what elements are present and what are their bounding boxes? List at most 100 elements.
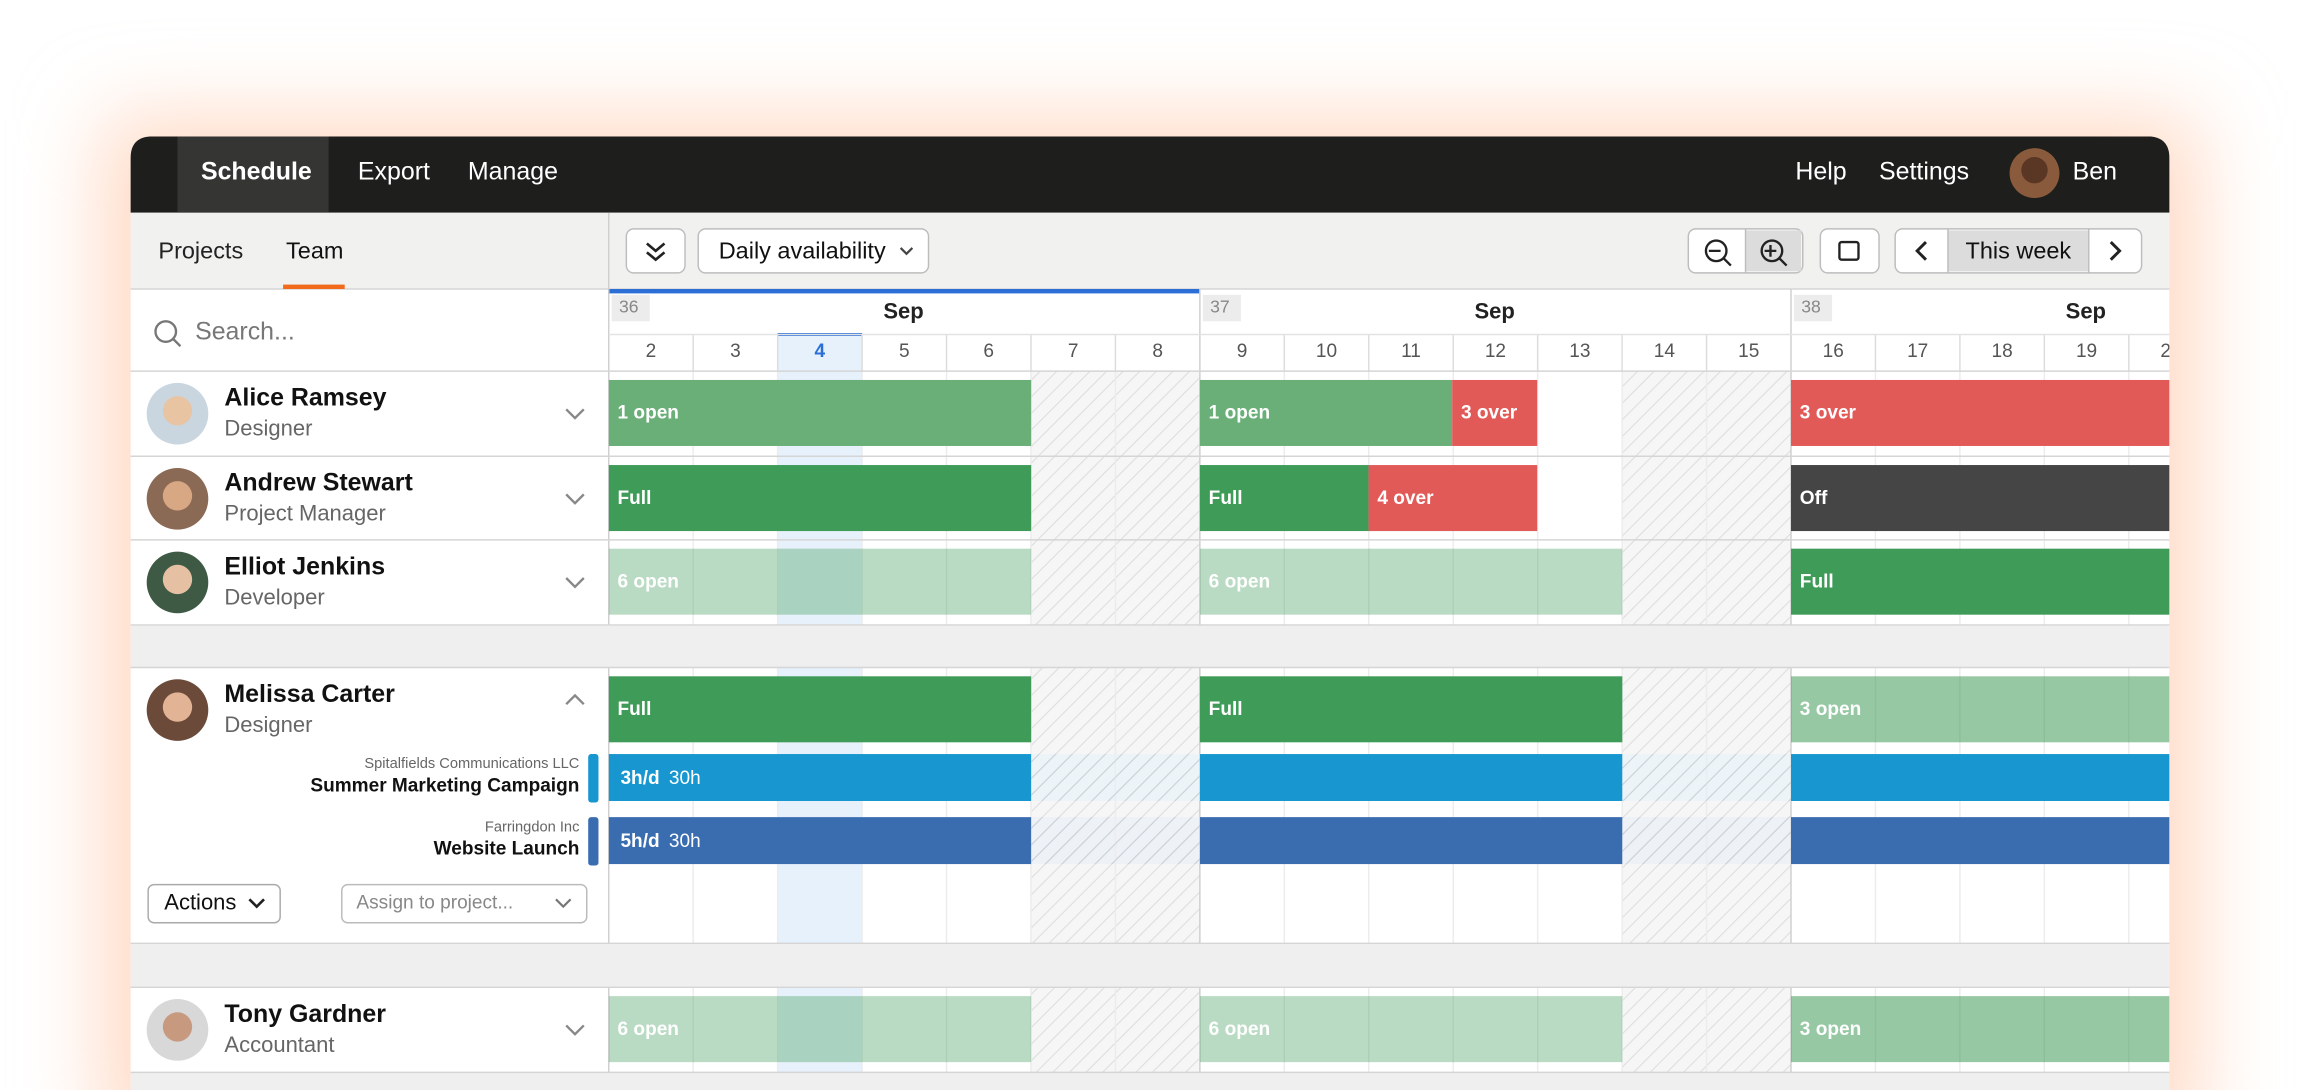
search-icon (154, 320, 178, 343)
expand-chevron[interactable] (565, 493, 585, 505)
day: 13 (1569, 341, 1590, 362)
avatar-face (162, 1012, 193, 1042)
project-name: Summer Marketing Campaign (310, 775, 579, 796)
day: 8 (1152, 341, 1163, 362)
weekend (2213, 371, 2300, 456)
bar-label: Full (618, 699, 652, 720)
person-role: Project Manager (224, 501, 385, 526)
avatar-face (162, 396, 193, 426)
project-total: 30h (669, 768, 701, 789)
zoom-icon (1764, 244, 1788, 267)
tab: Team (286, 238, 343, 264)
bar-label: 6 open (1209, 571, 1270, 592)
chevron (2109, 241, 2122, 261)
nav-item: Export (358, 158, 430, 186)
availability-bar (608, 379, 1032, 446)
row-gap (130, 1072, 2170, 1090)
expand-chevron[interactable] (565, 577, 585, 589)
project-rate: 3h/d (620, 768, 659, 789)
day: 12 (1485, 341, 1506, 362)
row-gap (130, 624, 2170, 668)
project-tab (588, 817, 599, 866)
month: Sep (883, 298, 923, 323)
assign-select[interactable] (341, 883, 588, 924)
bar-label: 3 open (1800, 699, 1861, 720)
bar-label: Full (618, 488, 652, 509)
day: 6 (983, 341, 994, 362)
project-bar (1791, 817, 2170, 865)
day: 14 (1654, 341, 1676, 362)
day: 9 (1237, 341, 1248, 362)
nav-item: Manage (468, 158, 558, 186)
availability-bar (1199, 676, 1623, 743)
weekend (2213, 987, 2300, 1072)
avatar-face (162, 481, 193, 511)
chevron (1915, 241, 1927, 261)
person-name: Elliot Jenkins (224, 552, 385, 580)
expand-chevron[interactable] (565, 1024, 585, 1036)
project-bar-weekend (1622, 817, 1792, 865)
week-badge (1793, 294, 1833, 322)
day: 7 (1068, 341, 1079, 362)
project-tab (588, 754, 599, 803)
day: 20 (2160, 341, 2181, 362)
search-icon (172, 338, 182, 348)
calendar-icon (1838, 240, 1860, 261)
nav-item: Settings (1879, 158, 1969, 186)
week-badge (1202, 294, 1241, 322)
availability-bar (1199, 996, 1623, 1063)
day: 18 (1992, 341, 2013, 362)
nav-active (177, 136, 329, 213)
availability-bar (608, 996, 1032, 1063)
availability-bar (608, 548, 1032, 615)
actions-button[interactable] (147, 883, 281, 924)
current-week (608, 289, 1200, 294)
project-bar (1791, 754, 2170, 801)
chevron (555, 898, 572, 909)
sep (1947, 228, 2090, 273)
expand-chevron[interactable] (565, 408, 585, 420)
expand-chevron[interactable] (565, 693, 585, 706)
bar-label: 3 open (1800, 1019, 1861, 1040)
dropdown-label: Daily availability (719, 238, 886, 264)
day: 17 (1907, 341, 1928, 362)
chevron (899, 247, 914, 256)
bar-label: 4 over (1377, 488, 1434, 509)
bar-label: 3 over (1800, 403, 1857, 424)
person-name: Andrew Stewart (224, 469, 412, 497)
availability-bar (1452, 379, 1538, 446)
today-column (777, 539, 863, 625)
week-number: 37 (1210, 297, 1230, 317)
bar-label: 6 open (618, 571, 679, 592)
chevron (248, 898, 265, 909)
bar-label: 6 open (1209, 1019, 1270, 1040)
weekend (2213, 667, 2300, 943)
bar-label: Off (1800, 488, 1828, 509)
day: 4 (815, 341, 826, 362)
person-role: Accountant (224, 1032, 334, 1057)
search-input: Search... (195, 318, 295, 346)
project-name: Website Launch (434, 838, 580, 859)
day: 19 (2076, 341, 2097, 362)
button[interactable] (697, 228, 930, 274)
button[interactable] (1819, 228, 1880, 274)
zoom-icon (1760, 239, 1784, 263)
project-bar (1199, 817, 1623, 865)
zoom-icon (1708, 249, 1732, 267)
person-role: Designer (224, 416, 312, 441)
nav-item: Help (1795, 158, 1846, 186)
icon (646, 242, 666, 262)
week-badge (611, 294, 650, 322)
today-column (777, 334, 863, 372)
timeline: 36 Sep 2 3 4 5 6 7 8 37 Sep 9 10 11 12 13 14 15 38 Sep 16 17 1… (608, 289, 2300, 1090)
bar-label: Full (1209, 488, 1243, 509)
day: 5 (899, 341, 910, 362)
project-bar-weekend (1622, 754, 1792, 801)
avatar-face (162, 692, 193, 722)
availability-bar (1791, 676, 2170, 743)
day: 2 (646, 341, 657, 362)
month: Sep (2066, 298, 2106, 323)
availability-bar (1199, 548, 1623, 615)
user-name: Ben (2073, 158, 2117, 186)
person-role: Designer (224, 712, 312, 737)
